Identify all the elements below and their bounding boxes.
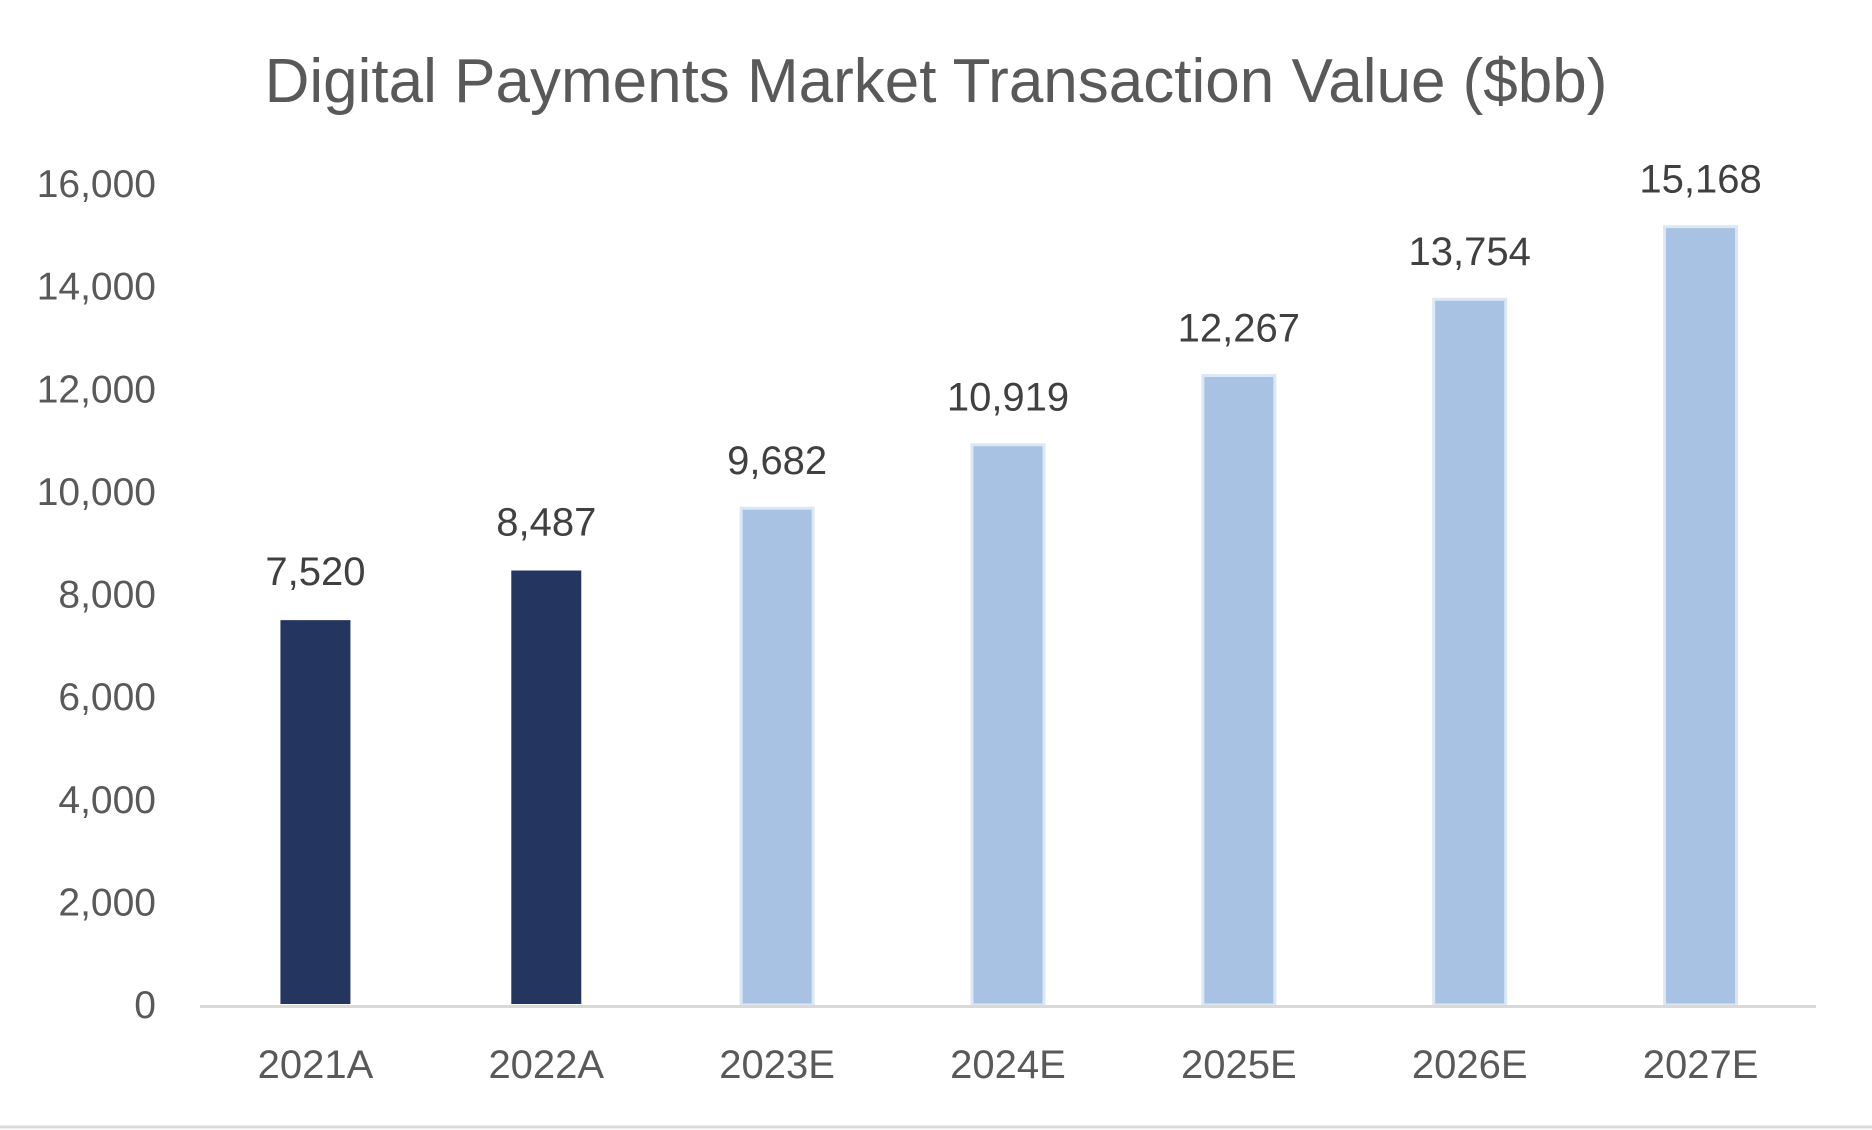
x-category-label: 2026E: [1412, 1043, 1528, 1087]
bar-2022A: [509, 568, 584, 1006]
y-tick-label: 4,000: [58, 779, 156, 822]
x-category-label: 2022A: [488, 1043, 604, 1087]
data-label-2021A: 7,520: [265, 550, 365, 594]
data-label-2022A: 8,487: [496, 501, 596, 545]
data-label-2024E: 10,919: [947, 376, 1069, 420]
y-tick-label: 2,000: [58, 881, 156, 924]
y-tick-label: 10,000: [37, 471, 156, 514]
data-label-2023E: 9,682: [727, 439, 827, 483]
bar-2023E: [739, 506, 815, 1007]
data-label-2025E: 12,267: [1178, 307, 1300, 351]
y-tick-label: 14,000: [37, 266, 156, 309]
x-axis-categories: 2021A 2022A 2023E 2024E 2025E 2026E 2027E: [258, 1043, 1759, 1087]
y-tick-label: 12,000: [37, 368, 156, 411]
x-category-label: 2023E: [719, 1043, 835, 1087]
y-tick-label: 0: [134, 984, 156, 1027]
y-tick-label: 16,000: [37, 163, 156, 206]
y-tick-label: 8,000: [58, 574, 156, 617]
y-tick-label: 6,000: [58, 676, 156, 719]
x-category-label: 2021A: [258, 1043, 374, 1087]
bar-2027E: [1663, 225, 1739, 1007]
x-category-label: 2027E: [1643, 1043, 1759, 1087]
bars: [278, 225, 1739, 1007]
bar-2026E: [1432, 297, 1508, 1007]
x-category-label: 2024E: [950, 1043, 1066, 1087]
data-label-2026E: 13,754: [1409, 230, 1531, 274]
bar-2021A: [278, 618, 353, 1006]
chart-title: Digital Payments Market Transaction Valu…: [265, 47, 1608, 116]
data-label-2027E: 15,168: [1639, 158, 1761, 202]
bar-2025E: [1201, 374, 1277, 1007]
y-axis-ticks: 0 2,000 4,000 6,000 8,000 10,000 12,000 14,000 1…: [37, 163, 156, 1027]
x-category-label: 2025E: [1181, 1043, 1297, 1087]
data-labels: 7,520 8,487 9,682 10,919 12,267 13,754 15,168: [265, 158, 1761, 594]
bar-2024E: [970, 443, 1046, 1007]
